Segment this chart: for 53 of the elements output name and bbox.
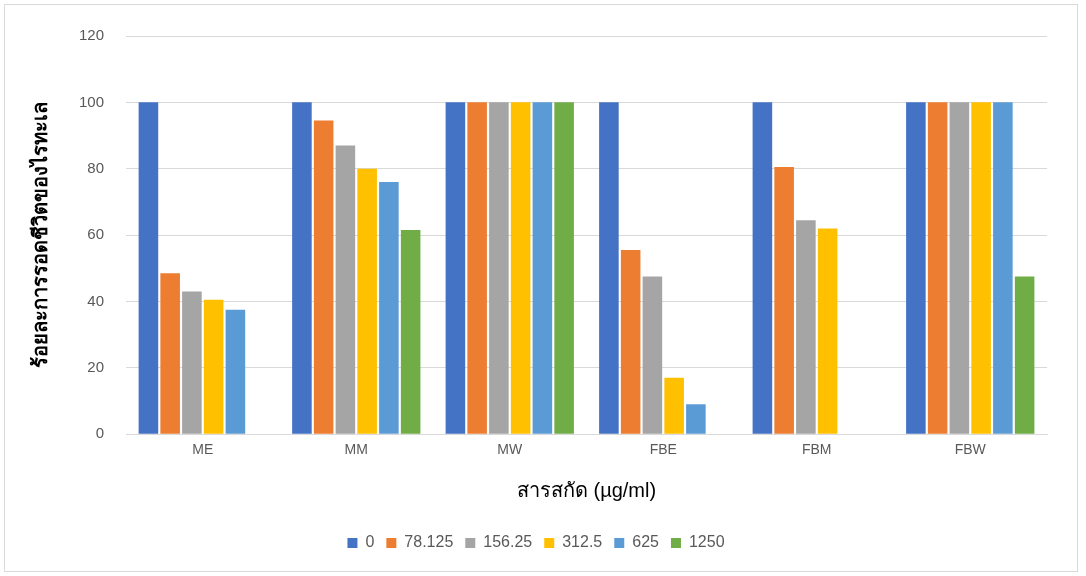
bar: [993, 102, 1013, 434]
bar: [971, 102, 991, 434]
y-tick-label: 120: [79, 26, 105, 44]
bar: [510, 102, 531, 434]
bar: [400, 230, 421, 434]
bar: [225, 309, 246, 434]
bar: [138, 102, 159, 434]
legend-label: 625: [632, 533, 660, 551]
y-axis-title: ร้อยละการรอดชีวิตของไรทะเล: [27, 102, 51, 369]
bar: [203, 299, 224, 434]
bar: [335, 145, 356, 434]
y-tick-label: 20: [87, 357, 105, 375]
y-tick-label: 80: [87, 158, 105, 176]
bar: [817, 228, 838, 434]
bar: [752, 102, 773, 434]
bar: [554, 102, 574, 434]
bar: [182, 291, 202, 434]
legend-label: 78.125: [404, 533, 454, 551]
x-tick-label: MM: [344, 441, 368, 458]
bar: [313, 120, 334, 434]
x-tick-label: ME: [192, 441, 214, 458]
bar: [292, 102, 312, 434]
bar: [160, 273, 180, 434]
bar: [686, 404, 706, 434]
bar: [1014, 276, 1035, 434]
x-tick-label: FBE: [649, 441, 677, 458]
bar: [599, 102, 619, 434]
bar: [489, 102, 509, 434]
bar: [949, 102, 970, 434]
bar: [927, 102, 948, 434]
bar: [642, 276, 663, 434]
bar: [796, 220, 816, 434]
bar: [445, 102, 466, 434]
bar: [664, 377, 684, 434]
bar: [906, 102, 926, 434]
y-tick-label: 100: [79, 92, 105, 110]
legend-label: 312.5: [562, 533, 603, 551]
bar: [774, 167, 794, 434]
legend-label: 0: [365, 533, 375, 551]
bar: [357, 168, 377, 434]
legend-label: 1250: [688, 533, 725, 551]
y-tick-label: 0: [95, 424, 105, 442]
y-tick-label: 40: [87, 291, 105, 309]
x-tick-label: FBM: [801, 441, 832, 458]
y-tick-label: 60: [87, 225, 105, 243]
x-axis-title: สารสกัด (µg/ml): [516, 478, 657, 501]
legend-label: 156.25: [483, 533, 533, 551]
bar: [532, 102, 553, 434]
bar: [620, 250, 641, 434]
x-tick-label: FBW: [954, 441, 987, 458]
x-tick-label: MW: [497, 441, 523, 458]
bar: [379, 182, 399, 434]
bar: [467, 102, 487, 434]
